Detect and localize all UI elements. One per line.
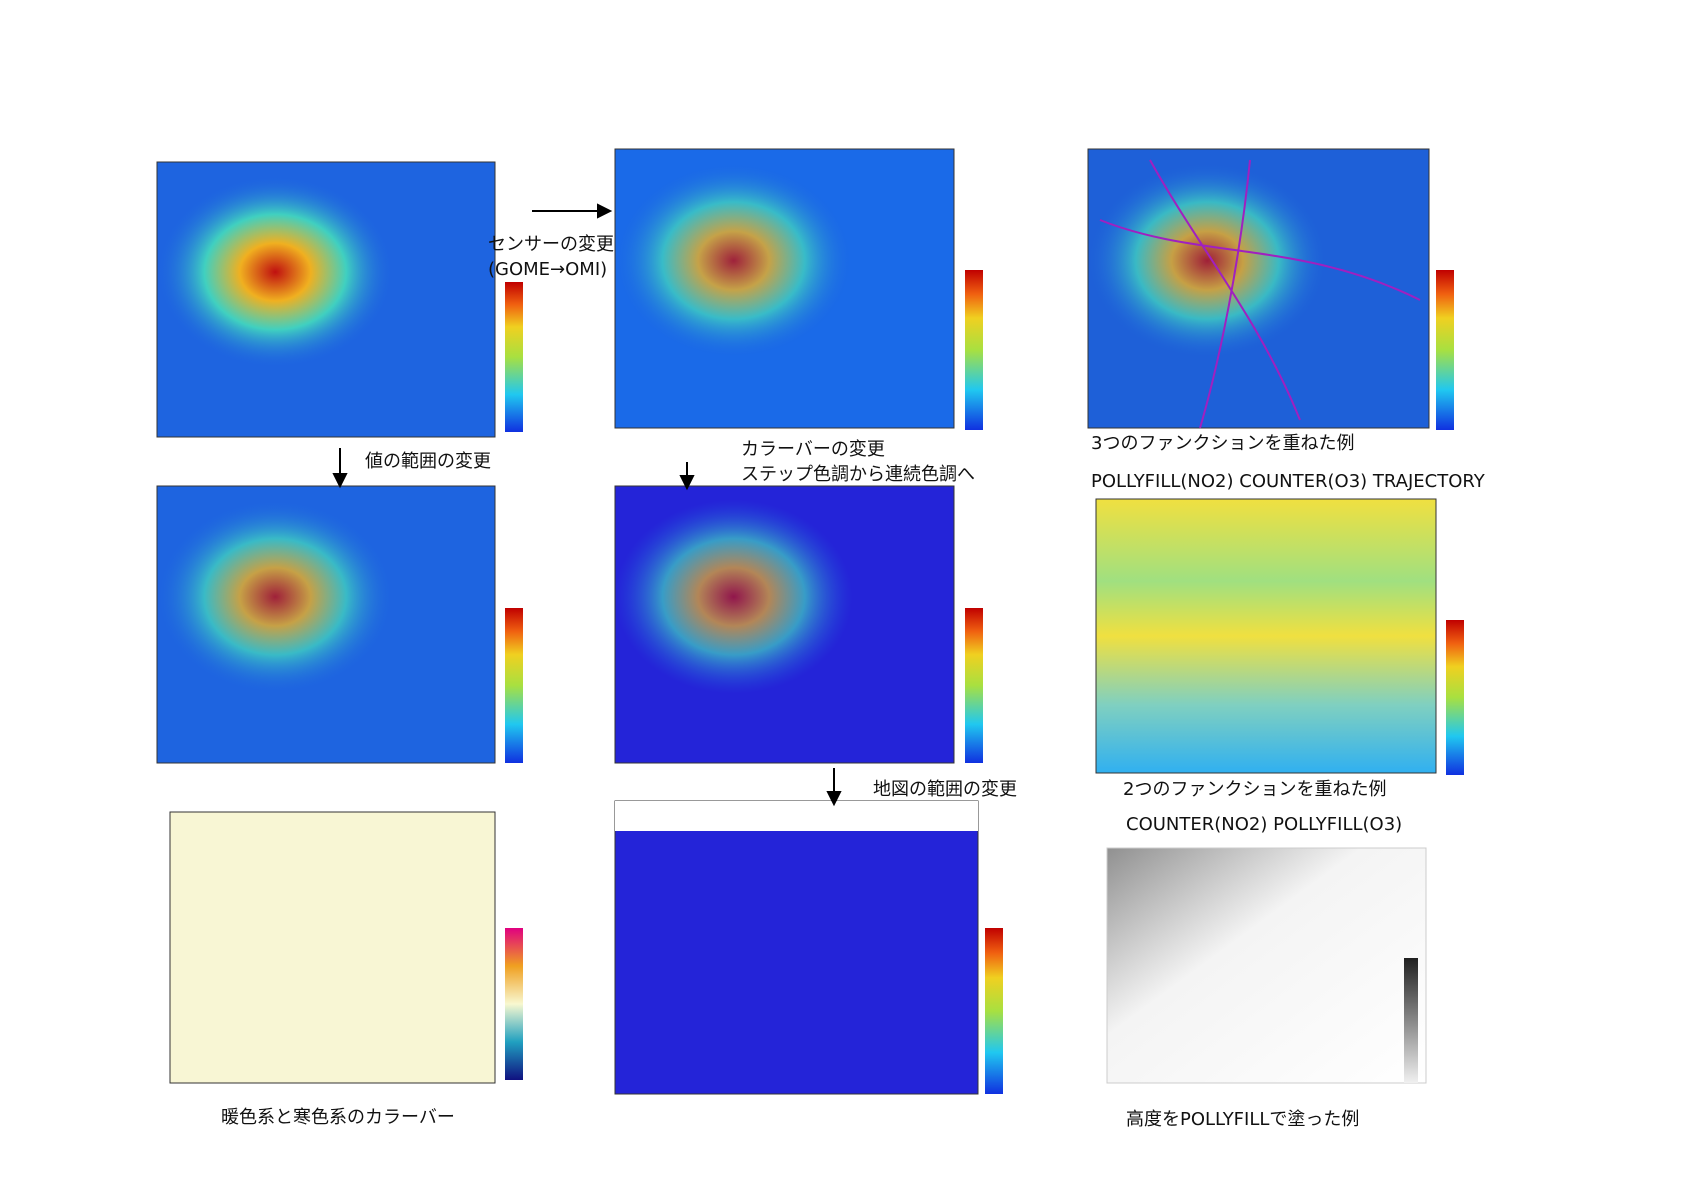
caption: COUNTER(NO2) POLLYFILL(O3) <box>1126 814 1403 835</box>
annotation: 地図の範囲の変更 <box>873 779 1017 800</box>
annotation: カラーバーの変更 <box>741 439 885 460</box>
annotation: 値の範囲の変更 <box>365 451 491 472</box>
annotation: (GOME→OMI) <box>488 259 608 280</box>
caption: 3つのファンクションを重ねた例 <box>1091 433 1355 454</box>
annotation: センサーの変更 <box>488 234 614 255</box>
caption: POLLYFILL(NO2) COUNTER(O3) TRAJECTORY <box>1091 471 1485 492</box>
annotation: ステップ色調から連続色調へ <box>741 464 975 485</box>
caption: 暖色系と寒色系のカラーバー <box>221 1107 455 1128</box>
caption: 2つのファンクションを重ねた例 <box>1123 779 1387 800</box>
caption: 高度をPOLLYFILLで塗った例 <box>1126 1109 1360 1130</box>
